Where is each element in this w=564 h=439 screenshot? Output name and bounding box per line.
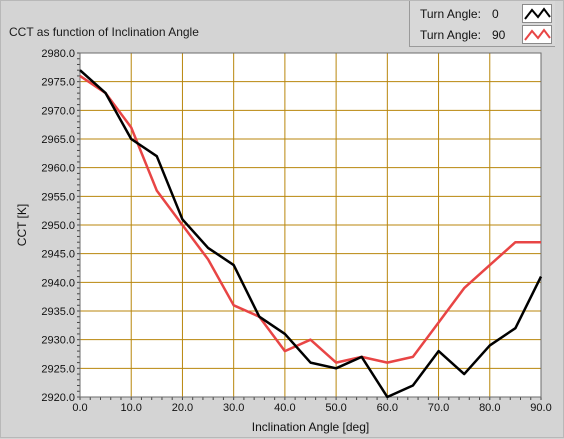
y-tick-label: 2970.0 (41, 105, 75, 117)
y-tick-label: 2940.0 (41, 277, 75, 289)
x-tick-label: 50.0 (325, 402, 346, 414)
y-tick-label: 2945.0 (41, 249, 75, 261)
y-tick-label: 2975.0 (41, 77, 75, 89)
legend-line-red (524, 28, 551, 41)
y-tick-label: 2960.0 (41, 163, 75, 175)
legend-item-turn-0: Turn Angle: 0 (410, 3, 556, 24)
legend-value: 90 (492, 28, 506, 42)
x-tick-label: 80.0 (479, 402, 500, 414)
legend-label: Turn Angle: (420, 7, 481, 21)
legend-swatch-icon (522, 25, 552, 44)
y-axis-title: CCT [K] (15, 204, 29, 246)
chart-title: CCT as function of Inclination Angle (9, 25, 199, 39)
x-tick-label: 30.0 (223, 402, 244, 414)
x-axis-title: Inclination Angle [deg] (252, 420, 369, 434)
y-tick-label: 2955.0 (41, 191, 75, 203)
legend-label: Turn Angle: (420, 28, 481, 42)
x-tick-label: 70.0 (428, 402, 449, 414)
y-tick-label: 2965.0 (41, 134, 75, 146)
y-tick-label: 2920.0 (41, 392, 75, 404)
y-tick-label: 2950.0 (41, 220, 75, 232)
y-tick-label: 2930.0 (41, 335, 75, 347)
legend-swatch-icon (522, 4, 552, 23)
legend-item-turn-90: Turn Angle: 90 (410, 24, 556, 45)
chart-legend: Turn Angle: 0 Turn Angle: 90 (409, 1, 555, 47)
x-tick-label: 40.0 (274, 402, 295, 414)
series-line-turn-90 (79, 74, 541, 364)
y-tick-label: 2980.0 (41, 48, 75, 60)
x-tick-label: 90.0 (530, 402, 551, 414)
plot-border (79, 52, 542, 398)
legend-value: 0 (492, 7, 499, 21)
x-tick-label: 60.0 (377, 402, 398, 414)
y-tick-label: 2925.0 (41, 363, 75, 375)
x-tick-label: 0.0 (72, 402, 87, 414)
y-tick-label: 2935.0 (41, 306, 75, 318)
series-line-turn-0 (79, 69, 543, 399)
legend-line-black (524, 7, 551, 20)
x-tick-label: 20.0 (172, 402, 193, 414)
x-tick-label: 10.0 (121, 402, 142, 414)
